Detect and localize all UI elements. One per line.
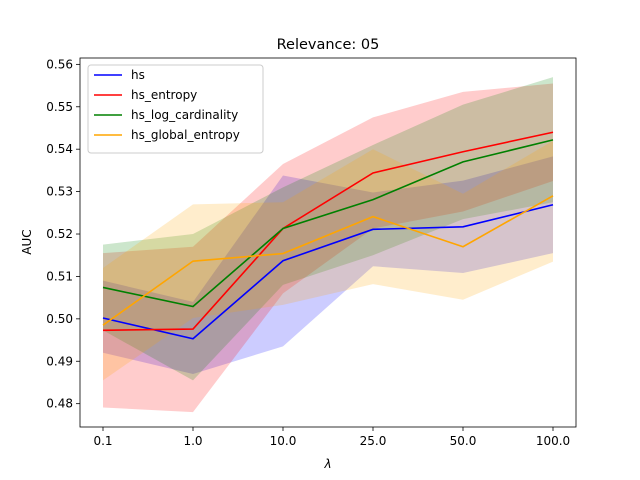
y-tick-label: 0.52 (46, 227, 73, 241)
line-series-2 (102, 139, 554, 308)
line-series-1 (102, 131, 554, 332)
y-tick-label: 0.48 (46, 397, 73, 411)
series-lines (102, 131, 554, 340)
legend: hs hs_entropy hs_log_cardinality hs_global_… (87, 64, 264, 154)
y-tick-label: 0.54 (46, 142, 73, 156)
y-tick-label: 0.55 (46, 100, 73, 114)
line-series-0 (102, 203, 554, 340)
x-tick-label: 0.1 (93, 434, 112, 448)
y-tick-label: 0.53 (46, 185, 73, 199)
y-tick-label: 0.56 (46, 57, 73, 71)
x-tick-label: 25.0 (360, 434, 387, 448)
line-series-3 (102, 195, 554, 326)
legend-label: hs_entropy (131, 88, 197, 102)
band-series-1 (103, 83, 553, 413)
x-axis-label: λ (323, 457, 331, 471)
plot-frame (79, 57, 577, 428)
legend-label: hs (131, 68, 145, 82)
y-tick-label: 0.49 (46, 354, 73, 368)
x-tick-label: 50.0 (450, 434, 477, 448)
x-tick-label: 100.0 (536, 434, 570, 448)
y-axis-label: AUC (20, 229, 34, 254)
legend-box (87, 64, 264, 154)
x-axis: 0.1 1.0 10.0 25.0 50.0 100.0 (93, 427, 570, 448)
y-axis: 0.48 0.49 0.50 0.51 0.52 0.53 0.54 0.55 0.56 (46, 57, 80, 411)
x-tick-label: 1.0 (183, 434, 202, 448)
band-series-3 (103, 140, 553, 381)
y-tick-label: 0.51 (46, 269, 73, 283)
legend-label: hs_log_cardinality (131, 108, 238, 122)
legend-label: hs_global_entropy (131, 128, 240, 142)
x-tick-label: 10.0 (270, 434, 297, 448)
y-tick-label: 0.50 (46, 312, 73, 326)
chart-title: Relevance: 05 (277, 37, 380, 53)
